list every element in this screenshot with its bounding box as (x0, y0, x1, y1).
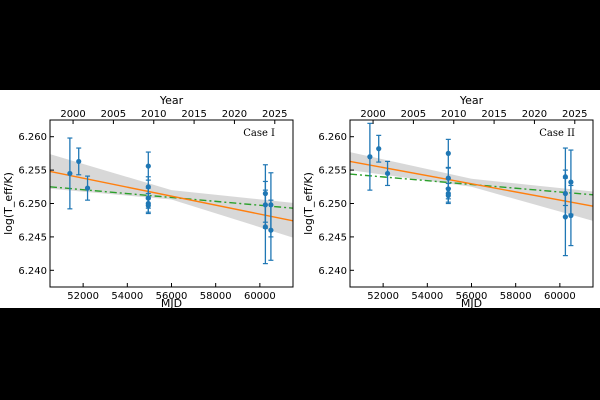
top-year-tick-label: 2000 (60, 109, 85, 120)
fit-line (349, 160, 594, 207)
x-tick-label: 58000 (500, 291, 532, 302)
fit-line (49, 170, 294, 222)
case-annotation: Case II (539, 128, 575, 139)
data-point (568, 179, 574, 185)
x-tick-label: 58000 (200, 291, 232, 302)
y-axis-label: log(T_eff/K) (2, 172, 15, 235)
x-tick-label: 60000 (244, 291, 276, 302)
data-point (84, 185, 91, 191)
data-point (367, 154, 373, 160)
figure: 52000 54000 56000 58000 60000 6.240 6.245 6.250… (0, 90, 600, 308)
top-year-tick-label: 2005 (101, 109, 126, 120)
x-axis-label: MJD (461, 297, 482, 308)
y-tick-label: 6.260 (18, 132, 47, 143)
case-annotation: Case I (243, 128, 275, 139)
data-point (145, 202, 151, 209)
top-year-tick-label: 2010 (141, 109, 166, 120)
top-year-tick-label: 2010 (441, 109, 466, 120)
x-tick-label: 52000 (367, 291, 399, 302)
top-year-tick-label: 2025 (562, 109, 587, 120)
model-line (49, 186, 294, 209)
x-tick-label: 54000 (111, 291, 143, 302)
chart-panel-case-1: 52000 54000 56000 58000 60000 6.240 6.245 6.250… (2, 94, 294, 308)
x-tick-label: 56000 (156, 291, 188, 302)
y-axis-label: log(T_eff/K) (302, 172, 315, 235)
top-year-tick-label: 2020 (522, 109, 547, 120)
y-tick-label: 6.245 (18, 232, 47, 243)
top-year-tick-label: 2015 (181, 109, 206, 120)
data-point (76, 158, 82, 165)
y-tick-label: 6.255 (18, 166, 47, 177)
data-point (568, 212, 574, 219)
data-point (67, 170, 73, 177)
x-axis-label: MJD (161, 297, 182, 308)
fit-confidence-band (350, 152, 593, 221)
x-tick-label: 60000 (544, 291, 576, 302)
chart-panel-case-2: 52000 54000 56000 58000 60000 6.240 6.245 6.250… (302, 94, 594, 308)
y-tick-label: 6.255 (318, 166, 347, 177)
data-point (562, 214, 568, 220)
data-point (268, 227, 274, 233)
data-point (376, 146, 382, 152)
y-tick-label: 6.250 (18, 199, 47, 210)
data-point (445, 192, 451, 199)
top-year-tick-label: 2025 (262, 109, 287, 120)
y-tick-label: 6.245 (318, 232, 347, 243)
data-point (445, 150, 451, 156)
top-axis-label: Year (459, 94, 484, 107)
y-tick-label: 6.240 (18, 266, 47, 277)
y-tick-label: 6.240 (318, 266, 347, 277)
x-tick-label: 54000 (411, 291, 443, 302)
top-year-tick-label: 2015 (481, 109, 506, 120)
x-tick-label: 56000 (456, 291, 488, 302)
data-point (384, 170, 391, 177)
y-tick-label: 6.250 (318, 199, 347, 210)
x-tick-label: 52000 (67, 291, 99, 302)
y-tick-label: 6.260 (318, 132, 347, 143)
data-point (445, 175, 451, 181)
data-point (145, 163, 151, 169)
top-axis-label: Year (159, 94, 184, 107)
data-point (262, 224, 268, 230)
top-year-tick-label: 2020 (222, 109, 247, 120)
top-year-tick-label: 2000 (360, 109, 385, 120)
top-year-tick-label: 2005 (401, 109, 426, 120)
